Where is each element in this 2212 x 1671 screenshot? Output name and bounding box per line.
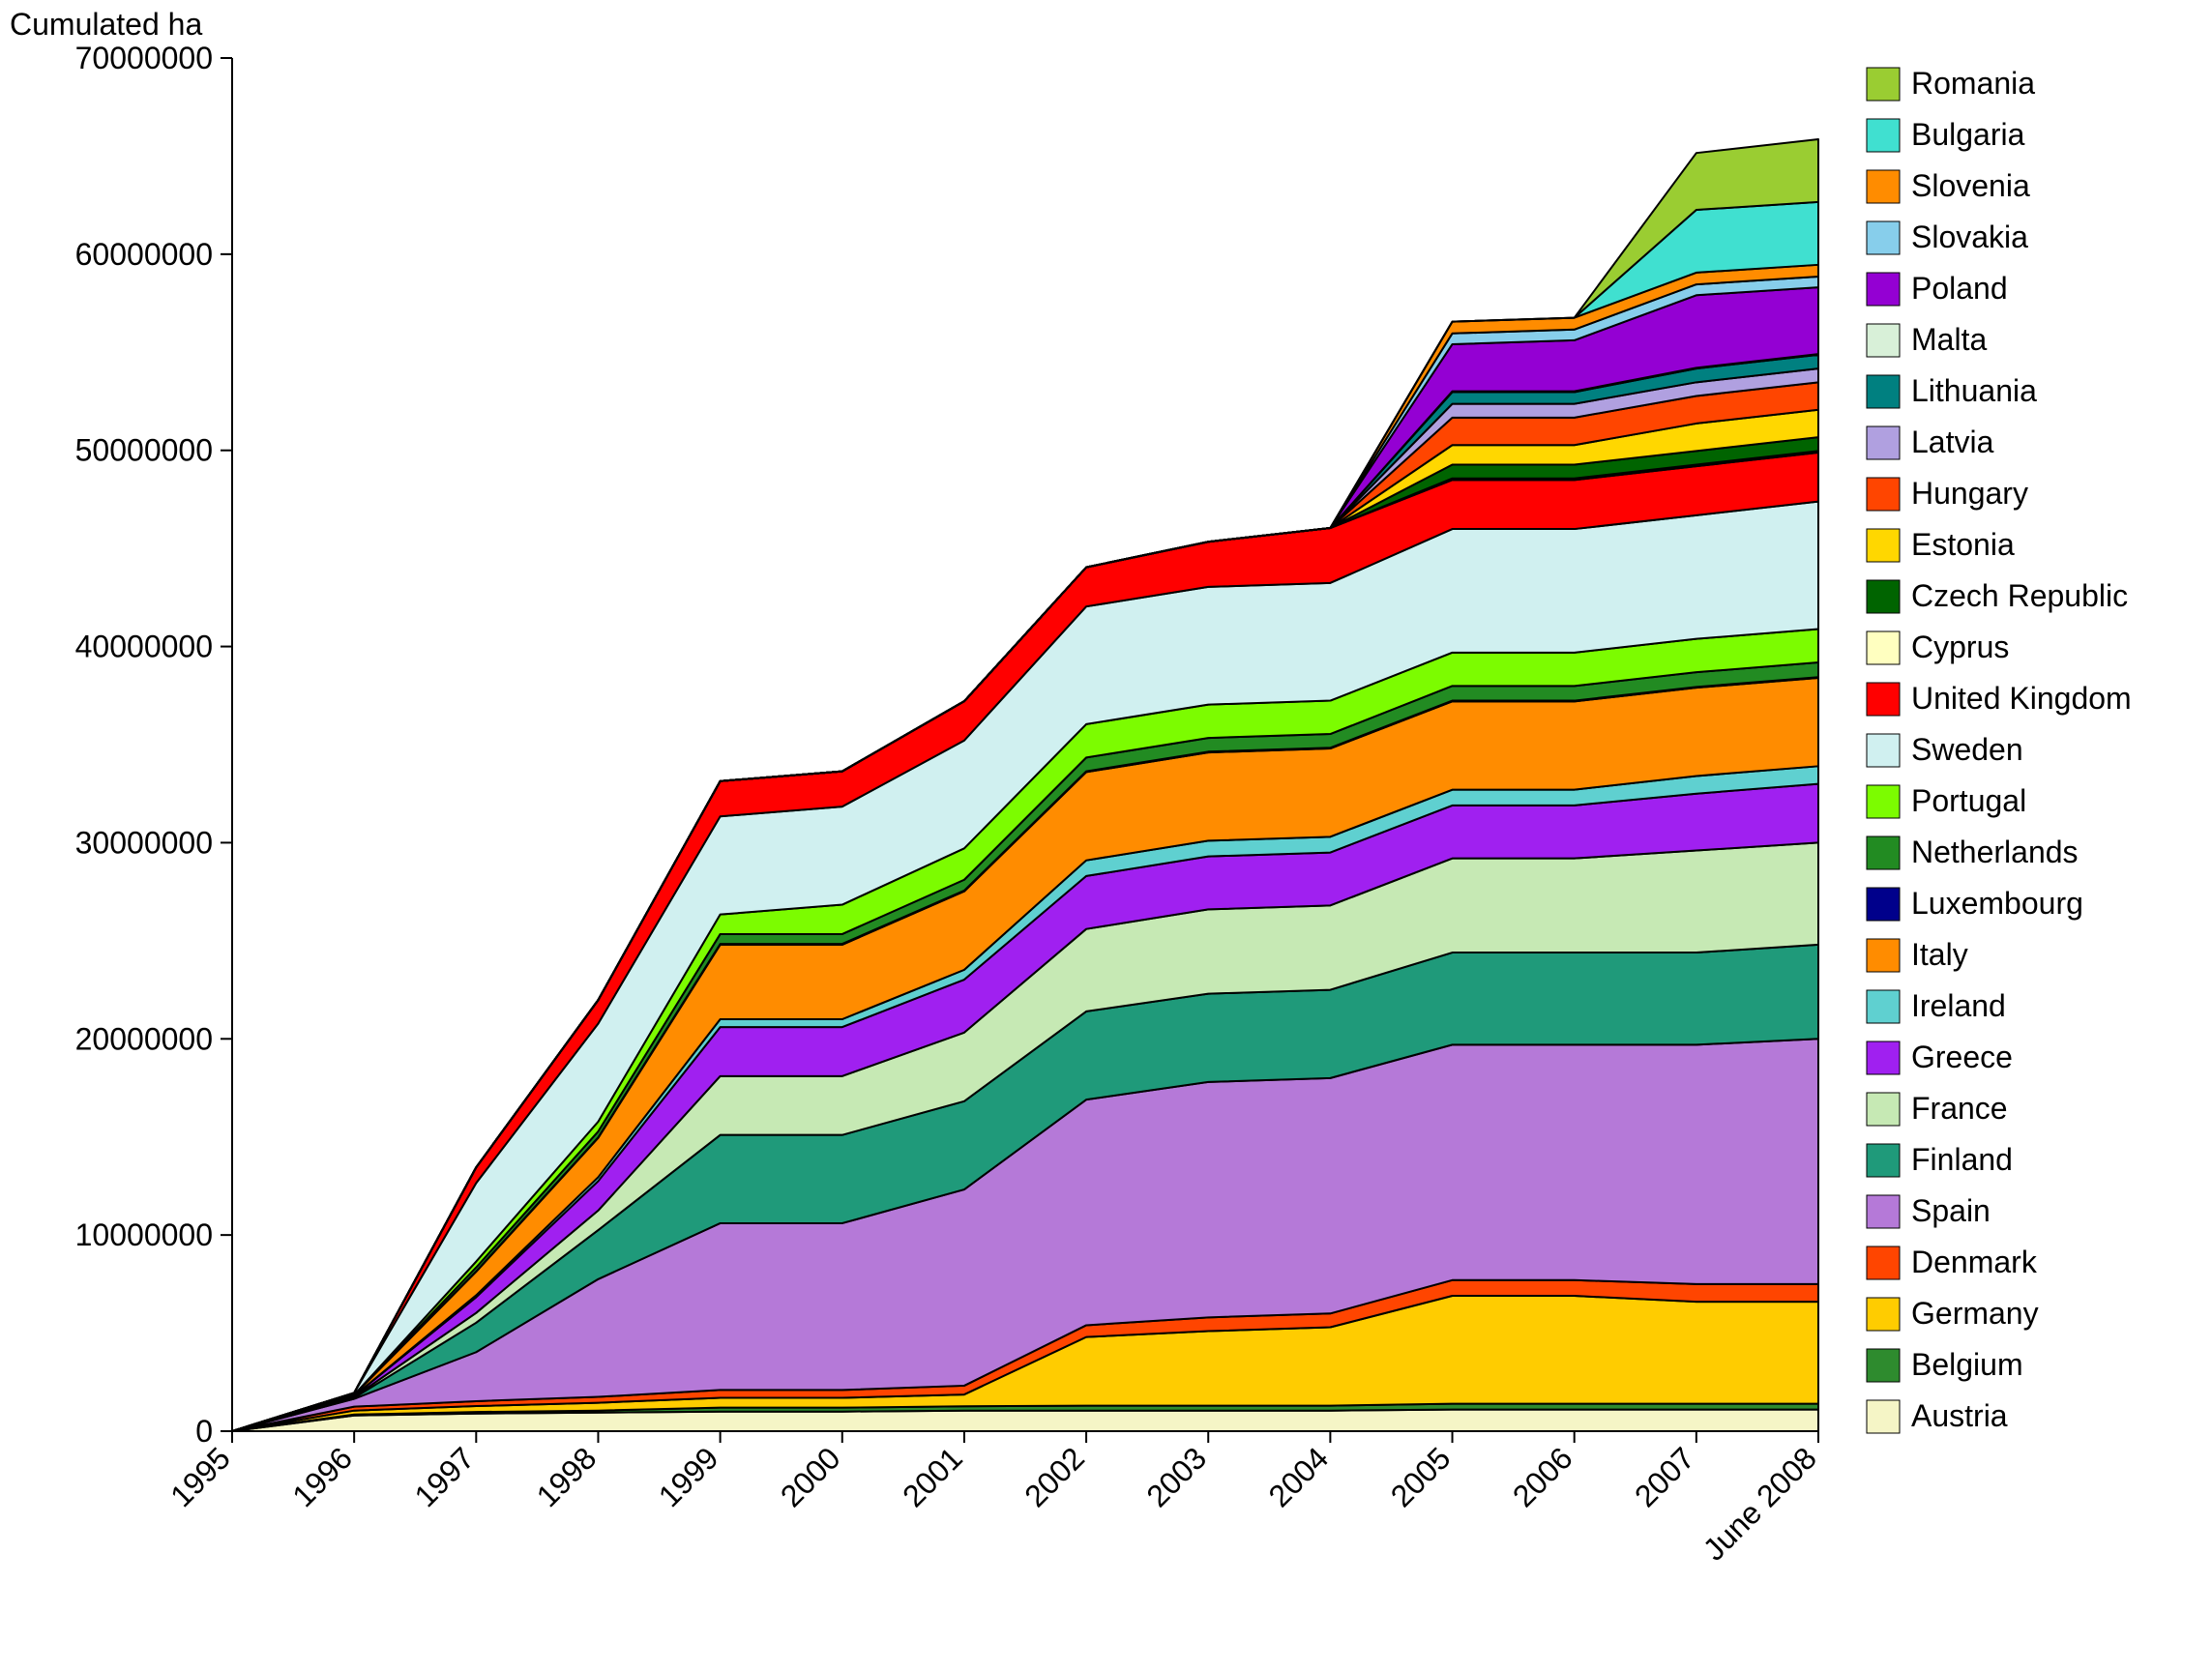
legend-swatch-netherlands <box>1867 836 1900 869</box>
y-tick-label: 40000000 <box>75 630 213 664</box>
legend-swatch-bulgaria <box>1867 119 1900 152</box>
legend-swatch-portugal <box>1867 785 1900 818</box>
y-tick-label: 50000000 <box>75 433 213 468</box>
legend-label: Estonia <box>1911 527 2015 562</box>
legend-label: Belgium <box>1911 1347 2023 1382</box>
legend-label: Finland <box>1911 1142 2013 1177</box>
legend-swatch-ireland <box>1867 990 1900 1023</box>
legend-label: Luxembourg <box>1911 886 2083 921</box>
legend-label: Ireland <box>1911 988 2006 1023</box>
y-axis-title: Cumulated ha <box>10 7 202 42</box>
legend-swatch-united-kingdom <box>1867 683 1900 716</box>
legend-label: Cyprus <box>1911 630 2009 664</box>
legend-label: United Kingdom <box>1911 681 2132 716</box>
legend-label: Italy <box>1911 937 1968 972</box>
legend-label: France <box>1911 1091 2008 1126</box>
legend-swatch-malta <box>1867 324 1900 357</box>
legend-swatch-czech-republic <box>1867 580 1900 613</box>
legend-swatch-sweden <box>1867 734 1900 767</box>
legend-swatch-poland <box>1867 273 1900 306</box>
legend-swatch-spain <box>1867 1195 1900 1228</box>
legend-swatch-italy <box>1867 939 1900 972</box>
legend-swatch-lithuania <box>1867 375 1900 408</box>
legend-label: Romania <box>1911 66 2035 101</box>
legend-label: Sweden <box>1911 732 2023 767</box>
legend-swatch-greece <box>1867 1041 1900 1074</box>
legend-label: Germany <box>1911 1296 2039 1331</box>
legend-label: Spain <box>1911 1193 1991 1228</box>
legend-label: Slovakia <box>1911 220 2028 254</box>
legend-swatch-france <box>1867 1093 1900 1126</box>
legend-swatch-estonia <box>1867 529 1900 562</box>
legend-label: Czech Republic <box>1911 578 2128 613</box>
legend-swatch-denmark <box>1867 1246 1900 1279</box>
y-tick-label: 30000000 <box>75 825 213 860</box>
y-tick-label: 70000000 <box>75 41 213 75</box>
legend-label: Netherlands <box>1911 835 2079 869</box>
chart-svg: 0100000002000000030000000400000005000000… <box>0 0 2212 1671</box>
y-tick-label: 20000000 <box>75 1021 213 1056</box>
legend-label: Denmark <box>1911 1245 2038 1279</box>
legend-swatch-belgium <box>1867 1349 1900 1382</box>
legend-label: Slovenia <box>1911 168 2030 203</box>
legend-swatch-romania <box>1867 68 1900 101</box>
legend-swatch-finland <box>1867 1144 1900 1177</box>
legend-swatch-slovenia <box>1867 170 1900 203</box>
legend-label: Lithuania <box>1911 373 2037 408</box>
legend-swatch-cyprus <box>1867 631 1900 664</box>
legend-label: Poland <box>1911 271 2008 306</box>
legend-label: Portugal <box>1911 783 2026 818</box>
legend-label: Latvia <box>1911 425 1994 459</box>
y-tick-label: 60000000 <box>75 237 213 272</box>
legend-label: Austria <box>1911 1398 2008 1433</box>
legend-swatch-germany <box>1867 1298 1900 1331</box>
legend-swatch-austria <box>1867 1400 1900 1433</box>
legend-swatch-luxembourg <box>1867 888 1900 921</box>
legend-swatch-hungary <box>1867 478 1900 511</box>
stacked-area-chart: 0100000002000000030000000400000005000000… <box>0 0 2212 1671</box>
legend-label: Bulgaria <box>1911 117 2025 152</box>
legend-swatch-slovakia <box>1867 221 1900 254</box>
legend-swatch-latvia <box>1867 426 1900 459</box>
legend-label: Hungary <box>1911 476 2028 511</box>
y-tick-label: 10000000 <box>75 1217 213 1252</box>
legend-label: Greece <box>1911 1040 2013 1074</box>
legend-label: Malta <box>1911 322 1987 357</box>
